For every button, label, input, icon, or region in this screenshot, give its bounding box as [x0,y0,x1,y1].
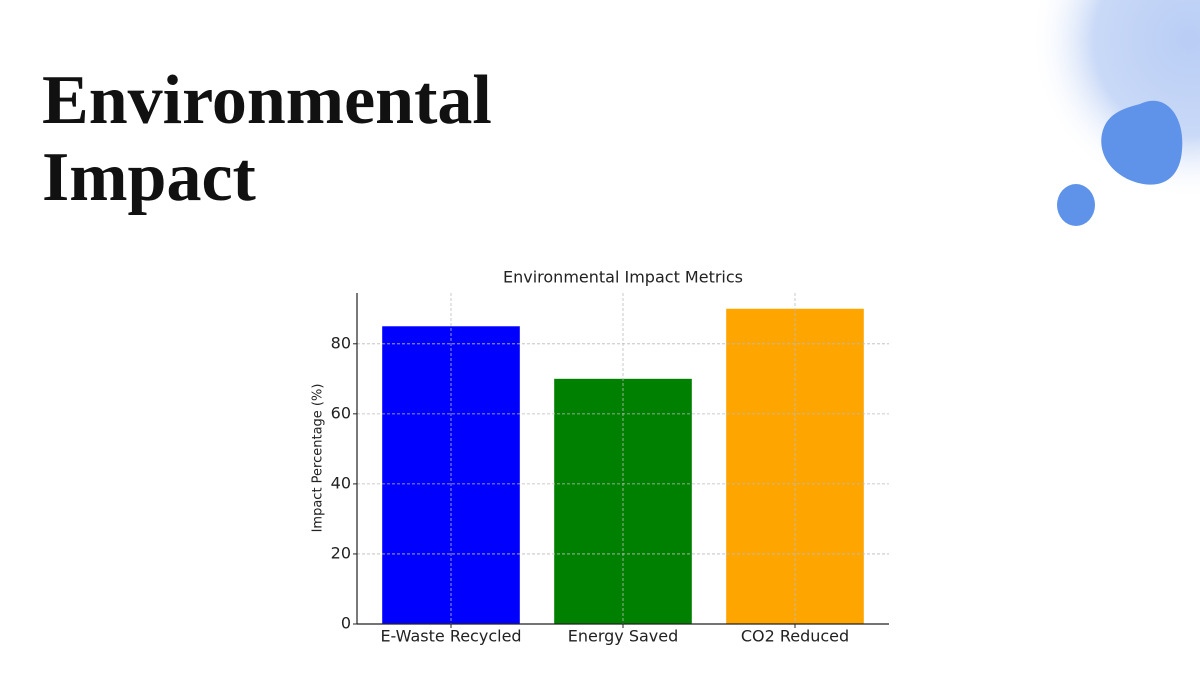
x-tick-label: E-Waste Recycled [380,627,521,646]
y-tick-label: 0 [341,614,351,633]
y-axis-label: Impact Percentage (%) [311,384,326,533]
y-tick-label: 40 [331,473,351,492]
y-tick-label: 20 [331,543,351,562]
chart-title: Environmental Impact Metrics [503,268,743,287]
y-tick-label: 80 [331,333,351,352]
x-tick-label: CO2 Reduced [741,627,849,646]
bar [726,308,864,624]
blob [1101,100,1183,185]
slide-title: Environmental Impact [42,62,492,216]
x-tick-label: Energy Saved [568,627,679,646]
blob [1057,184,1095,226]
y-tick-label: 60 [331,403,351,422]
